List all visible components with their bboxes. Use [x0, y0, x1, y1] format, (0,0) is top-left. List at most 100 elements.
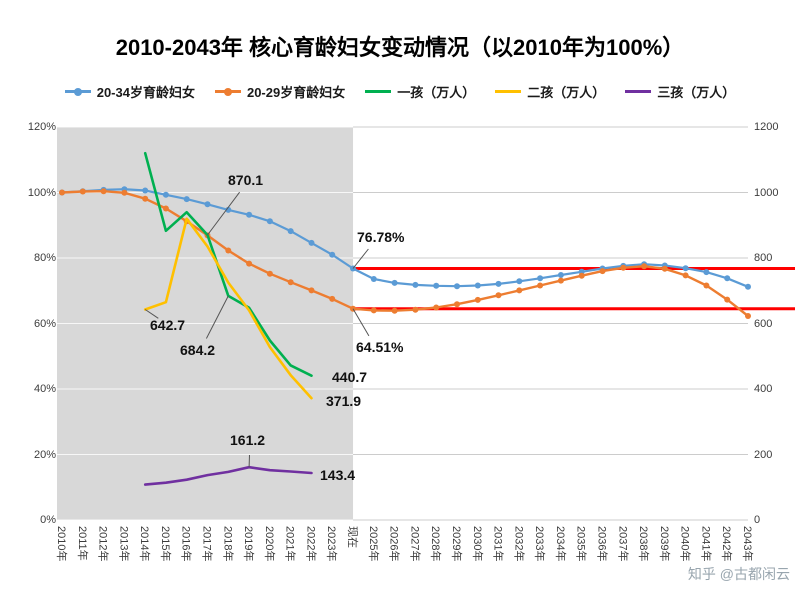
series-marker-age-20-29: [578, 272, 585, 279]
legend-item-age-20-34: 20-34岁育龄妇女: [64, 82, 195, 101]
x-axis-label: 2026年: [387, 526, 400, 562]
series-marker-age-20-29: [370, 307, 377, 314]
series-marker-age-20-34: [142, 187, 149, 194]
series-marker-age-20-29: [142, 195, 149, 202]
series-marker-age-20-29: [433, 304, 440, 311]
x-axis-label: 2016年: [179, 526, 192, 562]
x-axis-label: 2010年: [55, 526, 67, 562]
annotation-64.51pct: 64.51%: [356, 339, 404, 355]
series-marker-age-20-29: [225, 247, 232, 254]
legend-item-third-child: 三孩（万人）: [625, 82, 735, 101]
x-axis-label: 2012年: [96, 526, 109, 562]
x-axis-label: 2019年: [242, 526, 255, 562]
annotation-440.7: 440.7: [332, 369, 368, 385]
x-axis-label: 2017年: [200, 526, 213, 562]
annotation-371.9: 371.9: [326, 393, 362, 409]
series-marker-age-20-29: [495, 292, 502, 299]
x-axis-label: 2021年: [283, 526, 296, 562]
series-marker-age-20-34: [516, 278, 523, 285]
legend-label: 20-29岁育龄妇女: [246, 85, 346, 100]
legend-label: 二孩（万人）: [527, 85, 606, 100]
legend-label: 三孩（万人）: [657, 85, 736, 100]
x-axis-label-now: 现在: [346, 526, 359, 548]
x-axis-label: 2030年: [470, 526, 483, 562]
x-axis-label: 2032年: [512, 526, 525, 562]
series-marker-age-20-29: [454, 301, 460, 308]
series-marker-age-20-34: [537, 275, 544, 282]
left-axis-tick: 80%: [33, 252, 56, 264]
legend-marker-age-20-29: [214, 87, 241, 96]
x-axis-label: 2029年: [449, 526, 462, 562]
series-marker-age-20-29: [100, 188, 107, 195]
series-marker-age-20-29: [121, 189, 128, 196]
right-axis-tick: 1200: [754, 121, 779, 133]
x-axis-label: 2022年: [304, 526, 317, 562]
series-marker-age-20-29: [557, 277, 564, 284]
legend-marker-first-child: [365, 90, 392, 93]
right-axis-tick: 0: [754, 514, 761, 526]
series-line-second-child: [143, 217, 313, 400]
right-axis-tick: 200: [754, 448, 773, 461]
annotation-143.4: 143.4: [320, 467, 356, 483]
x-axis-label: 2023年: [325, 526, 338, 562]
legend-marker-age-20-34: [64, 87, 91, 96]
annotation-870.1: 870.1: [228, 172, 264, 188]
right-axis-tick: 400: [754, 383, 773, 395]
series-marker-age-20-34: [162, 191, 169, 198]
x-axis-label: 2015年: [158, 526, 171, 562]
series-marker-age-20-29: [516, 287, 523, 294]
series-line-age-20-29: [60, 189, 750, 318]
x-axis-label: 2018年: [221, 526, 234, 562]
series-marker-age-20-34: [433, 282, 440, 289]
x-axis-label: 2025年: [366, 526, 379, 562]
annotation-684.2: 684.2: [180, 342, 216, 358]
series-marker-age-20-29: [329, 295, 336, 302]
series-marker-age-20-29: [745, 313, 751, 319]
x-axis-label: 2033年: [533, 526, 546, 562]
series-marker-age-20-29: [266, 270, 273, 277]
series-marker-age-20-34: [183, 196, 190, 203]
series-marker-age-20-29: [162, 205, 169, 212]
left-axis-tick: 120%: [27, 121, 56, 133]
series-marker-age-20-29: [246, 260, 253, 267]
legend-marker-third-child: [625, 90, 652, 93]
x-axis-label: 2043年: [741, 526, 753, 562]
chart-title: 2010-2043年 核心育龄妇女变动情况（以2010年为100%）: [115, 35, 685, 60]
x-axis-label: 2042年: [720, 526, 733, 562]
series-marker-age-20-29: [537, 282, 544, 289]
legend-item-first-child: 一孩（万人）: [365, 82, 475, 101]
series-marker-age-20-29: [703, 282, 710, 289]
x-axis-label: 2037年: [616, 526, 629, 562]
legend-label: 20-34岁育龄妇女: [96, 85, 195, 100]
series-marker-age-20-34: [474, 282, 481, 289]
series-marker-age-20-34: [287, 228, 294, 235]
x-axis-label: 2028年: [429, 526, 442, 562]
series-marker-age-20-34: [703, 269, 710, 276]
x-axis-label: 2041年: [699, 526, 712, 562]
annotation-leader-line: [207, 191, 241, 236]
series-marker-age-20-29: [724, 296, 731, 303]
x-axis-label: 2031年: [491, 526, 504, 562]
series-marker-age-20-34: [412, 281, 419, 288]
x-axis-label: 2038年: [637, 526, 650, 562]
series-marker-age-20-34: [682, 265, 689, 272]
x-axis-label: 2036年: [595, 526, 608, 562]
x-axis-label: 2011年: [75, 526, 88, 561]
x-axis-label: 2039年: [657, 526, 670, 562]
series-marker-age-20-29: [287, 279, 294, 286]
right-axis-tick: 600: [754, 317, 773, 330]
series-marker-age-20-29: [620, 264, 627, 271]
series-marker-age-20-34: [745, 283, 751, 290]
series-marker-age-20-34: [246, 211, 253, 218]
annotation-leader-line: [352, 248, 369, 269]
series-marker-age-20-29: [641, 263, 648, 270]
series-marker-age-20-34: [308, 239, 315, 246]
series-marker-age-20-29: [308, 287, 315, 294]
x-axis-label: 2034年: [553, 526, 566, 562]
series-marker-age-20-29: [79, 188, 86, 195]
legend-dot-age-20-29: [223, 87, 232, 96]
left-axis-tick: 40%: [33, 383, 56, 395]
series-line-third-child: [143, 465, 313, 486]
series-marker-age-20-34: [370, 276, 377, 282]
